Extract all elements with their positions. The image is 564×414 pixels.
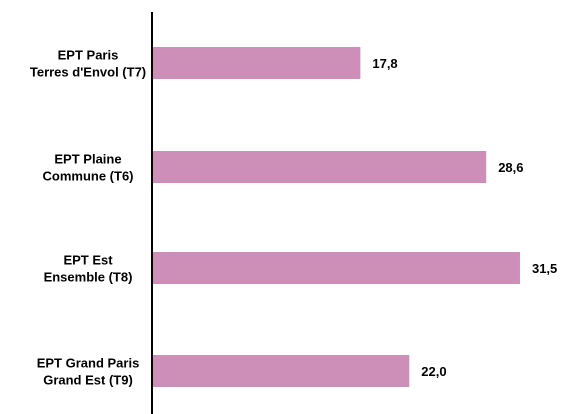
value-label-2: 31,5 <box>532 261 557 276</box>
value-label-1: 28,6 <box>498 160 523 175</box>
bar-2 <box>153 252 520 284</box>
category-label-2-line-0: EPT Est <box>63 253 113 268</box>
bars-layer <box>153 47 520 387</box>
bar-3 <box>153 355 410 387</box>
category-label-3-line-1: Grand Est (T9) <box>43 373 133 388</box>
labels-layer: 17,8 EPT Paris Terres d'Envol (T7) 28,6 EPT … <box>30 48 557 388</box>
category-label-1-line-1: Commune (T6) <box>43 169 134 184</box>
bar-0 <box>153 47 361 79</box>
category-label-1-line-0: EPT Plaine <box>54 152 121 167</box>
value-label-0: 17,8 <box>372 56 397 71</box>
value-label-3: 22,0 <box>421 364 446 379</box>
bar-1 <box>153 151 487 183</box>
category-label-0-line-1: Terres d'Envol (T7) <box>30 65 146 80</box>
category-label-3-line-0: EPT Grand Paris <box>37 356 140 371</box>
category-label-0-line-0: EPT Paris <box>58 48 119 63</box>
category-label-2-line-1: Ensemble (T8) <box>44 270 133 285</box>
